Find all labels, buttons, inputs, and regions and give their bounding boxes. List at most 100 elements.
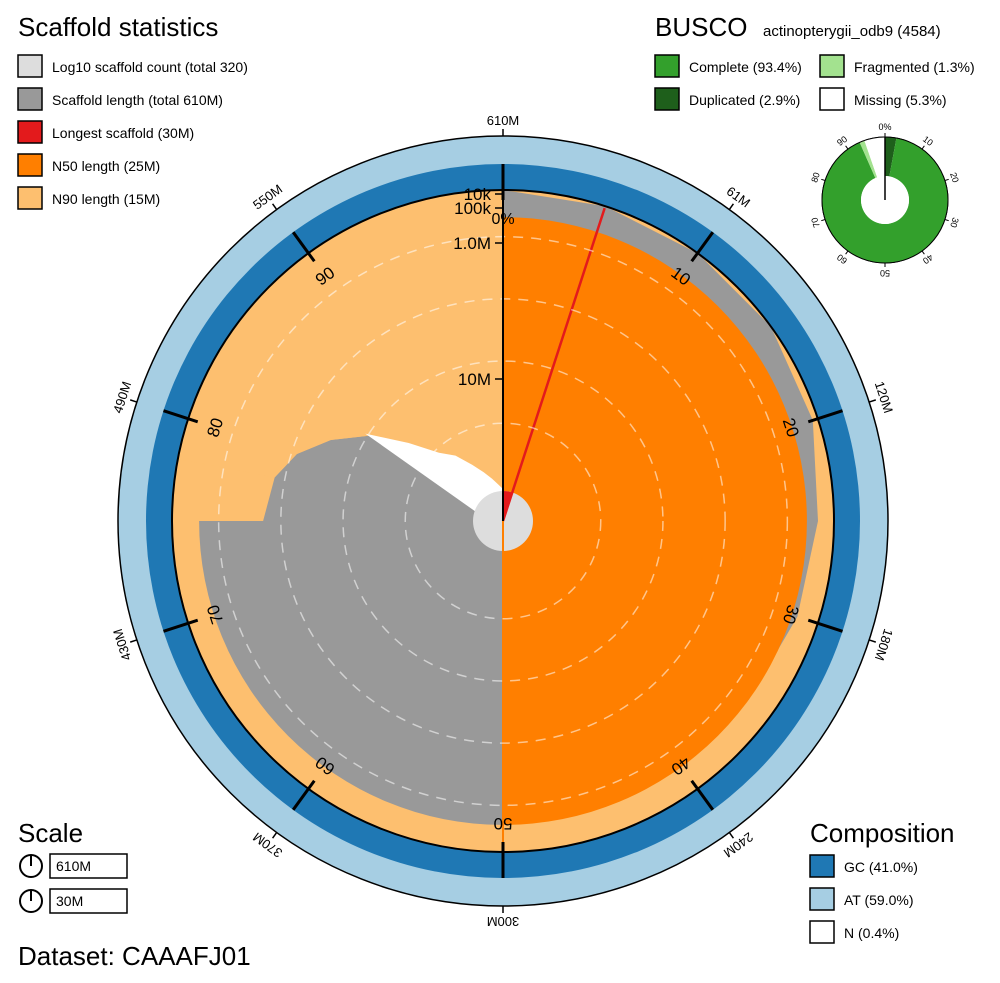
percent-tick-9 bbox=[291, 231, 316, 263]
composition-legend-swatch-2 bbox=[809, 920, 835, 944]
busco-lineage: actinopterygii_odb9 (4584) bbox=[763, 23, 941, 40]
scaffold-legend-swatch-1 bbox=[17, 87, 43, 111]
guide-circle-1 bbox=[342, 360, 664, 682]
composition-title: Composition bbox=[810, 818, 955, 848]
busco-tick-6 bbox=[845, 250, 849, 255]
composition-legend-label-1: AT (59.0%) bbox=[844, 892, 914, 908]
length-tick-6 bbox=[129, 639, 138, 643]
busco-tick-label-4: 40 bbox=[921, 252, 935, 266]
scaffold-stats-title: Scaffold statistics bbox=[18, 12, 218, 42]
busco-donut: 0% 10 20 30 40 50 60 70 80 90 bbox=[809, 122, 960, 278]
busco-tick-label-7: 70 bbox=[809, 216, 822, 229]
length-tick-label-7: 490M bbox=[110, 379, 134, 415]
percent-tick-1 bbox=[690, 231, 715, 263]
n90-upper-area bbox=[177, 190, 503, 493]
busco-tick-label-1: 10 bbox=[921, 134, 935, 148]
busco-legend-swatch-2 bbox=[654, 87, 680, 111]
length-tick-3 bbox=[728, 832, 735, 839]
busco-fragmented bbox=[859, 140, 878, 179]
scale-box-0 bbox=[49, 853, 128, 879]
busco-legend-swatch-0 bbox=[654, 54, 680, 78]
busco-duplicated bbox=[885, 137, 897, 177]
percent-tick-6 bbox=[291, 779, 316, 811]
length-tick-1 bbox=[868, 399, 877, 403]
composition-legend-swatch-0 bbox=[809, 854, 835, 878]
circumference-ticks: 10203040506070809061M120M180M240M300M370… bbox=[110, 113, 896, 929]
scaffold-legend-swatch-3 bbox=[17, 153, 43, 177]
scaffold-legend-label-1: Scaffold length (total 610M) bbox=[52, 92, 223, 108]
busco-legend-label-0: Complete (93.4%) bbox=[689, 59, 802, 75]
busco-tick-label-9: 90 bbox=[835, 134, 849, 148]
percent-tick-label-8: 80 bbox=[203, 416, 227, 440]
scale-label-1: 30M bbox=[56, 893, 83, 909]
percent-tick-label-5: 50 bbox=[494, 814, 513, 833]
busco-legend-swatch-1 bbox=[819, 54, 845, 78]
busco-legend-label-3: Missing (5.3%) bbox=[854, 92, 947, 108]
percent-tick-7 bbox=[163, 618, 199, 633]
scale-label-0: 610M bbox=[56, 858, 91, 874]
radial-tick-label-1: 100k bbox=[454, 199, 491, 218]
scaffold-legend-label-3: N50 length (25M) bbox=[52, 158, 160, 174]
scale-title: Scale bbox=[18, 818, 83, 848]
scaffold-legend-swatch-2 bbox=[17, 120, 43, 144]
busco-legend-swatch-3 bbox=[819, 87, 845, 111]
busco-tick-label-5: 50 bbox=[880, 268, 890, 278]
composition-legend: GC (41.0%) AT (59.0%) N (0.4%) bbox=[809, 854, 918, 944]
busco-tick-label-3: 30 bbox=[948, 216, 961, 229]
length-tick-2 bbox=[868, 639, 877, 643]
percent-tick-label-3: 30 bbox=[779, 603, 803, 627]
length-tick-label-4: 300M bbox=[487, 914, 520, 929]
composition-legend-label-2: N (0.4%) bbox=[844, 925, 899, 941]
percent-tick-8 bbox=[163, 409, 199, 424]
scaffold-legend-swatch-0 bbox=[17, 54, 43, 78]
length-tick-label-0: 61M bbox=[724, 183, 753, 210]
length-tick-label-6: 430M bbox=[110, 627, 134, 663]
length-tick-0 bbox=[728, 203, 735, 210]
busco-tick-1 bbox=[921, 145, 925, 150]
longest-scaffold-line bbox=[501, 207, 606, 522]
scaffold-legend-label-2: Longest scaffold (30M) bbox=[52, 125, 194, 141]
busco-tick-label-0: 0% bbox=[878, 122, 891, 132]
busco-legend-label-1: Fragmented (1.3%) bbox=[854, 59, 975, 75]
radial-tick-label-2: 1.0M bbox=[453, 234, 491, 253]
busco-missing bbox=[864, 137, 885, 178]
percent-tick-label-7: 70 bbox=[203, 603, 227, 627]
busco-tick-9 bbox=[845, 145, 849, 150]
percent-tick-2 bbox=[807, 409, 843, 424]
busco-tick-label-6: 60 bbox=[835, 252, 849, 266]
busco-tick-7 bbox=[821, 218, 826, 222]
composition-legend-swatch-1 bbox=[809, 887, 835, 911]
busco-tick-8 bbox=[821, 178, 826, 182]
scaffold-legend-label-4: N90 length (15M) bbox=[52, 191, 160, 207]
length-tick-label-1: 120M bbox=[872, 379, 896, 415]
busco-tick-label-8: 80 bbox=[809, 171, 822, 184]
length-tick-label-2: 180M bbox=[872, 627, 896, 663]
busco-tick-4 bbox=[921, 250, 925, 255]
short-scaffold-gap bbox=[365, 433, 503, 531]
scaffold-legend-swatch-4 bbox=[17, 186, 43, 210]
length-tick-5 bbox=[271, 832, 278, 839]
percent-tick-label-2: 20 bbox=[779, 416, 803, 440]
busco-complete-single bbox=[822, 138, 949, 264]
composition-legend-label-0: GC (41.0%) bbox=[844, 859, 918, 875]
scale-box-1 bbox=[49, 888, 128, 914]
percent-tick-4 bbox=[690, 779, 715, 811]
busco-legend-label-2: Duplicated (2.9%) bbox=[689, 92, 800, 108]
length-tick-label-9: 610M bbox=[487, 113, 520, 128]
scaffold-stats-legend: Log10 scaffold count (total 320) Scaffold… bbox=[17, 54, 248, 210]
busco-title: BUSCO bbox=[655, 12, 747, 42]
busco-tick-label-2: 20 bbox=[948, 171, 961, 184]
busco-tick-2 bbox=[944, 178, 949, 182]
busco-legend: Complete (93.4%) Fragmented (1.3%) Duplica… bbox=[654, 54, 975, 111]
radial-tick-label-3: 10M bbox=[458, 370, 491, 389]
scaffold-legend-label-0: Log10 scaffold count (total 320) bbox=[52, 59, 248, 75]
n50-area bbox=[503, 217, 807, 825]
percent-tick-3 bbox=[807, 618, 843, 633]
dataset-label: Dataset: CAAAFJ01 bbox=[18, 941, 251, 971]
length-tick-8 bbox=[271, 203, 278, 210]
scaffold-length-lower bbox=[199, 521, 503, 825]
scale-legend: 610M 30M bbox=[19, 853, 128, 914]
busco-tick-3 bbox=[944, 218, 949, 222]
